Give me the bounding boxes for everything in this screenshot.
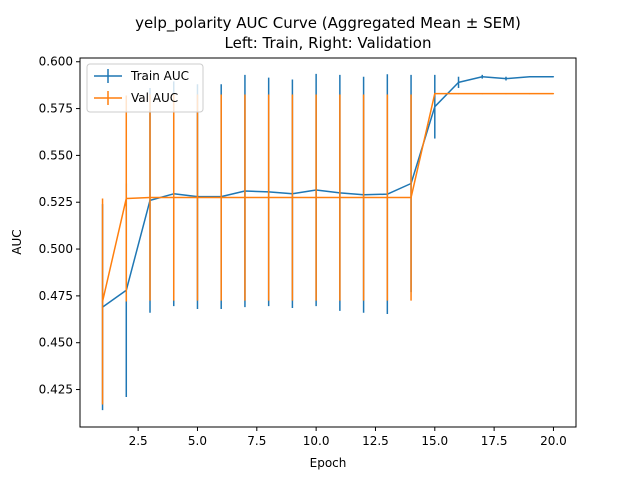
plot-area — [101, 73, 555, 411]
train-auc-legend-label: Train AUC — [130, 69, 189, 83]
chart-title: yelp_polarity AUC Curve (Aggregated Mean… — [135, 14, 521, 33]
val-auc-point — [362, 196, 365, 199]
y-tick-label: 0.600 — [39, 55, 73, 69]
y-tick-label: 0.450 — [39, 336, 73, 350]
val-auc-legend-label: Val AUC — [131, 91, 178, 105]
y-tick-label: 0.475 — [39, 289, 73, 303]
val-auc-point — [101, 300, 104, 303]
train-auc-line — [102, 75, 554, 308]
x-tick-label: 20.0 — [540, 434, 567, 448]
val-auc-point — [410, 196, 412, 199]
y-tick-label: 0.500 — [39, 242, 73, 256]
val-auc-point — [173, 196, 175, 199]
val-auc-point — [291, 196, 294, 199]
train-auc-point — [457, 81, 460, 83]
val-auc-point — [196, 196, 199, 199]
y-tick-label: 0.575 — [39, 102, 73, 116]
x-tick-label: 15.0 — [421, 434, 448, 448]
plot-frame — [79, 57, 577, 428]
val-auc-point — [552, 92, 555, 95]
train-auc-point — [529, 76, 531, 78]
train-auc-point — [505, 78, 507, 80]
y-axis-label: AUC — [10, 229, 24, 254]
val-auc-point — [244, 196, 246, 199]
train-auc-point — [434, 106, 436, 108]
train-auc-point — [481, 76, 483, 78]
x-tick-label: 2.5 — [129, 434, 148, 448]
val-auc-series — [101, 92, 555, 405]
y-axis: 0.425 0.450 0.475 0.500 0.525 0.550 0.575 0.600 — [39, 55, 80, 397]
train-auc-point — [552, 76, 555, 78]
x-axis: 2.5 5.0 7.5 10.0 12.5 15.0 17.5 20.0 — [129, 427, 567, 448]
val-auc-point — [457, 92, 460, 95]
val-auc-point — [386, 196, 388, 199]
val-auc-line — [101, 92, 554, 302]
val-auc-point — [125, 197, 127, 200]
legend: Train AUC Val AUC — [86, 63, 204, 113]
x-tick-label: 10.0 — [303, 434, 330, 448]
y-tick-label: 0.425 — [39, 383, 73, 397]
train-auc-series — [101, 73, 555, 411]
val-auc-point — [481, 92, 483, 95]
val-auc-point — [149, 196, 151, 199]
chart-subtitle: Left: Train, Right: Validation — [225, 34, 432, 52]
y-tick-label: 0.525 — [39, 195, 73, 209]
val-auc-point — [434, 92, 436, 95]
val-auc-point — [220, 196, 222, 199]
x-axis-label: Epoch — [310, 456, 347, 470]
val-auc-point — [505, 92, 507, 95]
x-tick-label: 12.5 — [362, 434, 389, 448]
val-auc-point — [268, 196, 270, 199]
val-auc-point — [315, 196, 317, 199]
x-tick-label: 7.5 — [247, 434, 266, 448]
x-tick-label: 5.0 — [188, 434, 207, 448]
y-tick-label: 0.550 — [39, 148, 73, 162]
x-tick-label: 17.5 — [481, 434, 508, 448]
val-auc-point — [339, 196, 341, 199]
val-auc-point — [529, 92, 531, 95]
